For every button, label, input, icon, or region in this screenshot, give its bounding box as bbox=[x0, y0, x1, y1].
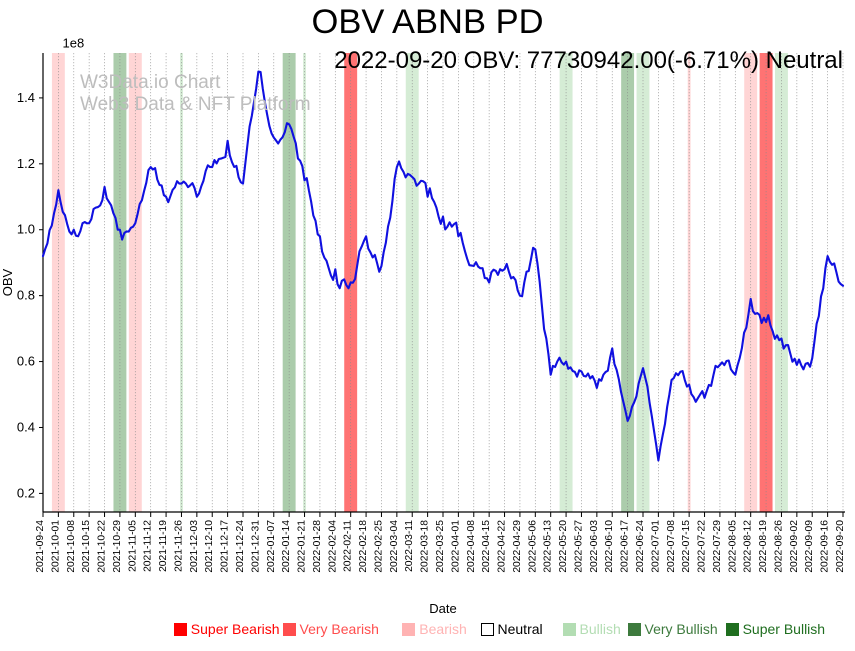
svg-text:2021-11-19: 2021-11-19 bbox=[158, 520, 169, 572]
svg-text:2021-10-01: 2021-10-01 bbox=[50, 520, 61, 573]
svg-text:2022-04-01: 2022-04-01 bbox=[450, 520, 461, 573]
svg-text:2022-06-17: 2022-06-17 bbox=[620, 520, 631, 573]
svg-text:Web3 Data & NFT Platform: Web3 Data & NFT Platform bbox=[80, 94, 311, 115]
svg-text:2021-10-08: 2021-10-08 bbox=[66, 520, 77, 573]
svg-text:2021-12-31: 2021-12-31 bbox=[250, 520, 261, 573]
svg-text:2022-02-11: 2022-02-11 bbox=[343, 520, 354, 572]
svg-text:OBV ABNB PD: OBV ABNB PD bbox=[312, 3, 544, 41]
svg-text:2022-09-20: 2022-09-20 bbox=[835, 520, 846, 573]
svg-text:2022-09-02: 2022-09-02 bbox=[789, 520, 800, 573]
svg-text:2022-01-21: 2022-01-21 bbox=[297, 520, 308, 573]
svg-text:2022-07-15: 2022-07-15 bbox=[681, 520, 692, 573]
svg-text:2021-12-03: 2021-12-03 bbox=[189, 520, 200, 573]
svg-text:2022-07-08: 2022-07-08 bbox=[666, 520, 677, 573]
svg-text:2021-10-29: 2021-10-29 bbox=[112, 520, 123, 573]
svg-text:2022-07-22: 2022-07-22 bbox=[697, 520, 708, 573]
svg-text:2022-04-15: 2022-04-15 bbox=[481, 520, 492, 573]
svg-text:2022-02-18: 2022-02-18 bbox=[358, 520, 369, 573]
svg-text:0.4: 0.4 bbox=[17, 419, 35, 434]
svg-text:2021-12-10: 2021-12-10 bbox=[204, 520, 215, 573]
svg-text:2022-08-12: 2022-08-12 bbox=[743, 520, 754, 573]
svg-text:2022-06-03: 2022-06-03 bbox=[589, 520, 600, 573]
svg-text:2022-05-06: 2022-05-06 bbox=[527, 520, 538, 573]
svg-text:2022-05-20: 2022-05-20 bbox=[558, 520, 569, 573]
svg-text:0.8: 0.8 bbox=[17, 288, 35, 303]
svg-text:2022-04-29: 2022-04-29 bbox=[512, 520, 523, 573]
svg-text:2022-03-18: 2022-03-18 bbox=[420, 520, 431, 573]
svg-text:2021-11-05: 2021-11-05 bbox=[127, 520, 138, 572]
svg-text:2022-09-16: 2022-09-16 bbox=[820, 520, 831, 573]
svg-text:2021-11-26: 2021-11-26 bbox=[173, 520, 184, 572]
svg-text:OBV: OBV bbox=[0, 268, 15, 296]
svg-text:1.2: 1.2 bbox=[17, 156, 35, 171]
svg-text:2022-09-09: 2022-09-09 bbox=[804, 520, 815, 573]
svg-text:2022-04-22: 2022-04-22 bbox=[497, 520, 508, 573]
svg-text:2021-12-24: 2021-12-24 bbox=[235, 520, 246, 573]
svg-text:2022-01-07: 2022-01-07 bbox=[266, 520, 277, 573]
svg-text:2022-02-25: 2022-02-25 bbox=[373, 520, 384, 573]
svg-text:2021-10-15: 2021-10-15 bbox=[81, 520, 92, 573]
svg-text:2022-06-24: 2022-06-24 bbox=[635, 520, 646, 573]
svg-text:2022-01-28: 2022-01-28 bbox=[312, 520, 323, 573]
svg-text:2022-05-27: 2022-05-27 bbox=[573, 520, 584, 573]
svg-text:2022-08-26: 2022-08-26 bbox=[773, 520, 784, 573]
svg-text:2022-04-08: 2022-04-08 bbox=[466, 520, 477, 573]
svg-text:2021-09-24: 2021-09-24 bbox=[35, 520, 46, 573]
svg-text:0.2: 0.2 bbox=[17, 485, 35, 500]
svg-text:2022-03-25: 2022-03-25 bbox=[435, 520, 446, 573]
svg-text:2022-07-01: 2022-07-01 bbox=[650, 520, 661, 573]
svg-text:W3Data.io Chart: W3Data.io Chart bbox=[80, 72, 221, 93]
svg-text:2022-01-14: 2022-01-14 bbox=[281, 520, 292, 573]
svg-text:2021-11-12: 2021-11-12 bbox=[143, 520, 154, 572]
svg-text:2022-08-05: 2022-08-05 bbox=[727, 520, 738, 573]
svg-text:2022-06-10: 2022-06-10 bbox=[604, 520, 615, 573]
svg-text:1.0: 1.0 bbox=[17, 222, 35, 237]
svg-text:2022-07-29: 2022-07-29 bbox=[712, 520, 723, 573]
svg-text:2022-09-20 OBV: 77730942.00(-6: 2022-09-20 OBV: 77730942.00(-6.71%) Neut… bbox=[334, 47, 843, 74]
svg-text:0.6: 0.6 bbox=[17, 354, 35, 369]
svg-text:2022-05-13: 2022-05-13 bbox=[543, 520, 554, 573]
svg-text:2022-08-19: 2022-08-19 bbox=[758, 520, 769, 573]
svg-text:1e8: 1e8 bbox=[63, 36, 85, 51]
svg-text:2022-02-04: 2022-02-04 bbox=[327, 520, 338, 573]
svg-text:2021-10-22: 2021-10-22 bbox=[97, 520, 108, 573]
svg-text:Date: Date bbox=[429, 601, 456, 616]
svg-text:2021-12-17: 2021-12-17 bbox=[220, 520, 231, 573]
svg-text:1.4: 1.4 bbox=[17, 90, 35, 105]
svg-text:2022-03-04: 2022-03-04 bbox=[389, 520, 400, 573]
svg-text:2022-03-11: 2022-03-11 bbox=[404, 520, 415, 572]
